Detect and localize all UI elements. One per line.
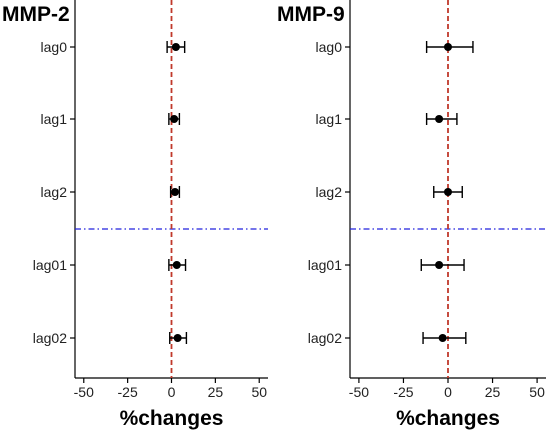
point-estimate [171,43,180,51]
point-estimate [435,261,444,269]
x-tick-label: 25 [485,384,501,400]
category-label: lag0 [316,39,343,55]
x-tick-label: -50 [74,384,94,400]
x-tick-label: -50 [349,384,369,400]
point-estimate [444,188,452,196]
point-estimate [438,334,447,342]
x-axis-title: %changes [120,407,224,430]
x-tick-label: 0 [444,384,452,400]
panel-mmp-9: MMP-9 -50 -25 0 25 50 %changes lag0 lag1 lag2 lag0… [277,0,546,430]
category-label: lag2 [41,184,68,200]
category-label: lag01 [308,257,342,273]
category-label: lag2 [316,184,343,200]
x-tick-label: -25 [393,384,413,400]
point-estimate [435,115,444,123]
point-estimate [172,261,181,269]
x-tick-label: 25 [208,384,224,400]
category-label: lag02 [308,330,342,346]
panel-title: MMP-2 [2,3,70,26]
category-label: lag0 [41,39,68,55]
category-label: lag01 [33,257,67,273]
panel-mmp-2: MMP-2 -50 -25 0 25 50 %changes lag0 lag1 lag2 lag0… [2,0,268,430]
x-tick-label: 50 [251,384,267,400]
category-label: lag1 [41,111,68,127]
x-axis-title: %changes [396,407,500,430]
point-estimate [171,188,180,196]
x-tick-label: 0 [168,384,176,400]
x-tick-label: -25 [118,384,138,400]
category-label: lag1 [316,111,343,127]
panel-title: MMP-9 [277,3,345,26]
point-estimate [170,115,179,123]
point-estimate [444,43,452,51]
x-tick-label: 50 [529,384,545,400]
point-estimate [173,334,182,342]
category-label: lag02 [33,330,67,346]
